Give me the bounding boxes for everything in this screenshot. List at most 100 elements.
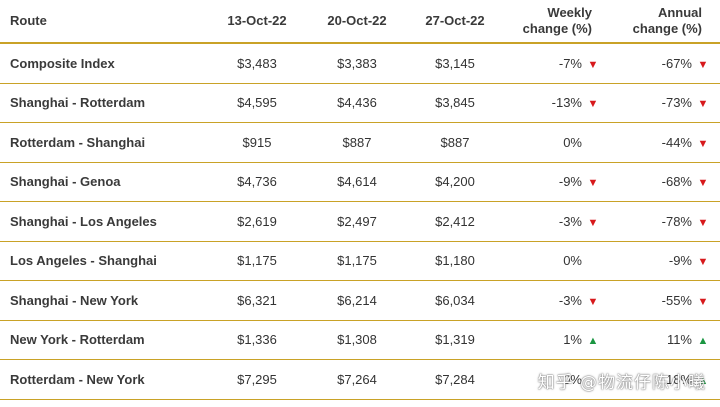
annual-change: -9% ▼ — [610, 241, 720, 281]
triangle-down-icon: ▼ — [587, 295, 599, 308]
annual-change-value: -67% — [661, 55, 692, 71]
route-name: New York - Rotterdam — [0, 320, 206, 360]
triangle-down-icon: ▼ — [697, 295, 709, 308]
rate-20-oct: $6,214 — [308, 280, 406, 321]
rate-13-oct: $2,619 — [206, 201, 308, 242]
route-name: Los Angeles - Shanghai — [0, 241, 206, 281]
annual-change: -68% ▼ — [610, 162, 720, 202]
annual-change-value: -44% — [661, 134, 692, 150]
triangle-down-icon: ▼ — [587, 98, 599, 111]
table-row: Composite Index $3,483 $3,383 $3,145 -7% ▼ -67… — [0, 43, 720, 84]
annual-change-value: -78% — [661, 213, 692, 229]
route-name: Shanghai - New York — [0, 280, 206, 321]
watermark: 知乎 @物流仔陈小曦 — [537, 373, 706, 393]
triangle-down-icon: ▼ — [587, 177, 599, 190]
triangle-up-icon: ▲ — [697, 374, 709, 387]
triangle-down-icon: ▼ — [697, 137, 709, 150]
rate-20-oct: $1,175 — [308, 241, 406, 281]
weekly-change-value: 0% — [563, 134, 582, 150]
triangle-down-icon: ▼ — [697, 177, 709, 190]
weekly-change: 0%▼ — [504, 241, 610, 281]
weekly-change: -3% ▼ — [504, 201, 610, 242]
annual-change: 11% ▲ — [610, 320, 720, 360]
route-name: Rotterdam - Shanghai — [0, 122, 206, 163]
annual-change-value: -68% — [661, 174, 692, 190]
table-body: Composite Index $3,483 $3,383 $3,145 -7% ▼ -67… — [0, 43, 720, 400]
route-name: Composite Index — [0, 43, 206, 84]
triangle-down-icon: ▼ — [697, 256, 709, 269]
rate-20-oct: $7,264 — [308, 359, 406, 400]
triangle-down-icon: ▼ — [697, 98, 709, 111]
table-row: Shanghai - New York $6,321 $6,214 $6,034 -3%… — [0, 280, 720, 321]
header-weekly-change: Weekly change (%) — [504, 0, 610, 44]
annual-change: 18% ▲ — [610, 359, 720, 400]
rate-20-oct: $3,383 — [308, 43, 406, 84]
table-header: Route 13-Oct-22 20-Oct-22 27-Oct-22 Week… — [0, 0, 720, 44]
triangle-down-icon: ▼ — [587, 58, 599, 71]
rate-13-oct: $4,736 — [206, 162, 308, 202]
header-weekly-line1: Weekly — [547, 5, 592, 20]
weekly-change-value: 1% — [563, 332, 582, 348]
weekly-change-value: -9% — [558, 174, 582, 190]
weekly-change: -7% ▼ — [504, 43, 610, 84]
rate-27-oct: $2,412 — [406, 201, 504, 242]
header-annual-change: Annual change (%) — [610, 0, 720, 44]
weekly-change-value: 0% — [563, 371, 582, 387]
table-row: Rotterdam - New York $7,295 $7,264 $7,284 0%… — [0, 359, 720, 400]
header-weekly-line2: change (%) — [522, 21, 592, 36]
weekly-change-value: -3% — [558, 292, 582, 308]
annual-change: -67% ▼ — [610, 43, 720, 84]
rate-13-oct: $915 — [206, 122, 308, 163]
annual-change-value: 18% — [665, 371, 692, 387]
table-row: Shanghai - Genoa $4,736 $4,614 $4,200 -9% ▼ -6… — [0, 162, 720, 202]
weekly-change: 1% ▲ — [504, 320, 610, 360]
header-annual-line1: Annual — [657, 5, 702, 20]
annual-change-value: 11% — [666, 332, 692, 348]
triangle-down-icon: ▼ — [587, 216, 599, 229]
table-row: Shanghai - Los Angeles $2,619 $2,497 $2,412… — [0, 201, 720, 242]
rate-27-oct: $3,145 — [406, 43, 504, 84]
rate-27-oct: $887 — [406, 122, 504, 163]
header-row: Route 13-Oct-22 20-Oct-22 27-Oct-22 Week… — [0, 0, 720, 44]
header-date-2: 20-Oct-22 — [308, 0, 406, 44]
triangle-down-icon: ▼ — [697, 58, 709, 71]
weekly-change: -3% ▼ — [504, 280, 610, 321]
route-name: Shanghai - Rotterdam — [0, 83, 206, 123]
triangle-up-icon: ▲ — [697, 335, 709, 348]
triangle-down-icon: ▼ — [697, 216, 709, 229]
route-name: Rotterdam - New York — [0, 359, 206, 400]
rate-20-oct: $4,614 — [308, 162, 406, 202]
weekly-change-value: -13% — [551, 95, 582, 111]
rate-20-oct: $887 — [308, 122, 406, 163]
triangle-up-icon: ▲ — [587, 335, 599, 348]
header-annual-line2: change (%) — [632, 21, 702, 36]
rate-20-oct: $2,497 — [308, 201, 406, 242]
rate-13-oct: $1,175 — [206, 241, 308, 281]
annual-change-value: -9% — [668, 253, 692, 269]
annual-change-value: -55% — [661, 292, 692, 308]
weekly-change: 0%▼ — [504, 122, 610, 163]
rate-13-oct: $4,595 — [206, 83, 308, 123]
weekly-change: 0%▼ — [504, 359, 610, 400]
rate-13-oct: $6,321 — [206, 280, 308, 321]
route-name: Shanghai - Los Angeles — [0, 201, 206, 242]
route-name: Shanghai - Genoa — [0, 162, 206, 202]
table-row: New York - Rotterdam $1,336 $1,308 $1,319 1%… — [0, 320, 720, 360]
weekly-change: -9% ▼ — [504, 162, 610, 202]
header-date-3: 27-Oct-22 — [406, 0, 504, 44]
rate-13-oct: $3,483 — [206, 43, 308, 84]
rate-13-oct: $1,336 — [206, 320, 308, 360]
rate-20-oct: $4,436 — [308, 83, 406, 123]
rate-27-oct: $3,845 — [406, 83, 504, 123]
rate-27-oct: $4,200 — [406, 162, 504, 202]
table-row: Los Angeles - Shanghai $1,175 $1,175 $1,180… — [0, 241, 720, 281]
annual-change: -73% ▼ — [610, 83, 720, 123]
rate-27-oct: $6,034 — [406, 280, 504, 321]
rate-13-oct: $7,295 — [206, 359, 308, 400]
header-route: Route — [0, 0, 206, 44]
weekly-change-value: -3% — [558, 213, 582, 229]
rate-27-oct: $7,284 — [406, 359, 504, 400]
weekly-change-value: -7% — [558, 55, 582, 71]
header-date-1: 13-Oct-22 — [206, 0, 308, 44]
